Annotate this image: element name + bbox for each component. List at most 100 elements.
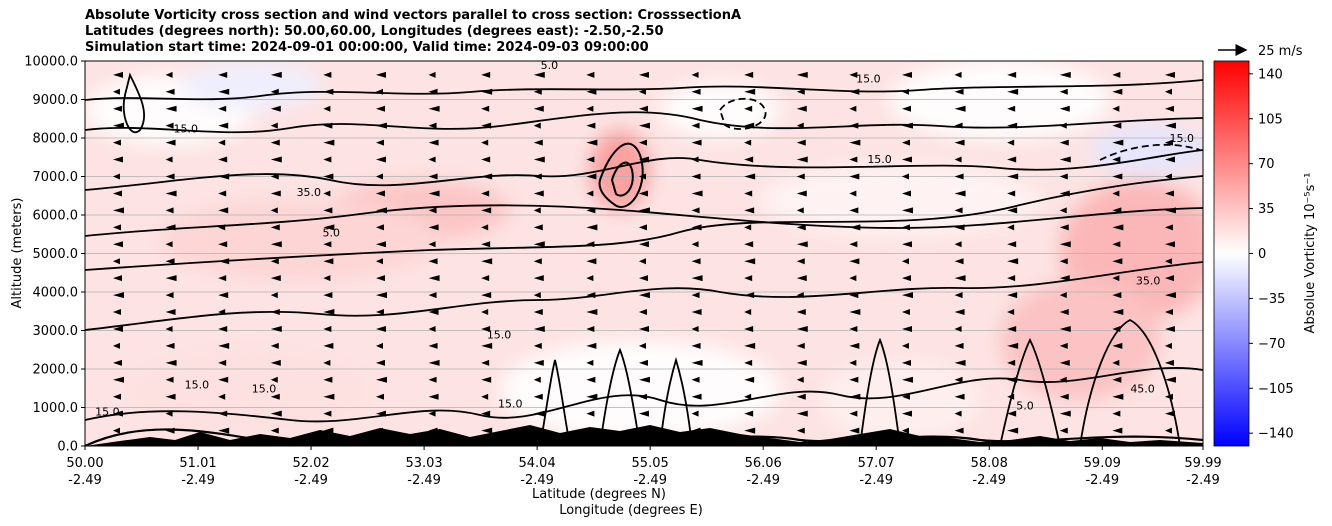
wind-vector [428, 309, 439, 316]
wind-vector [796, 190, 807, 197]
wind-vector [796, 342, 805, 349]
wind-vector [1059, 88, 1068, 95]
wind-vector [428, 393, 439, 400]
wind-vector [112, 156, 123, 163]
wind-vector [638, 88, 646, 95]
wind-vector [1059, 224, 1069, 231]
wind-vector [1164, 376, 1176, 383]
wind-vector [1007, 122, 1018, 129]
wind-vector [112, 258, 120, 265]
wind-vector [533, 122, 541, 129]
wind-vector [849, 393, 861, 400]
wind-vector [901, 410, 912, 417]
wind-vector [218, 309, 226, 316]
contour-label: 15.0 [173, 122, 198, 135]
wind-vector [744, 122, 755, 129]
wind-vector [901, 207, 913, 214]
wind-vector [270, 122, 278, 129]
wind-vector [375, 173, 383, 180]
wind-vector [165, 393, 176, 400]
wind-vector [323, 410, 332, 417]
wind-vector [218, 190, 227, 197]
y-tick-label: 4000.0 [33, 286, 79, 301]
wind-vector [796, 258, 805, 265]
wind-vector [375, 241, 386, 248]
wind-vector [796, 105, 807, 112]
wind-vector [1007, 71, 1017, 78]
wind-vector [112, 139, 121, 146]
contour-label: 15.0 [498, 398, 523, 411]
wind-vector [849, 376, 859, 383]
wind-vector [901, 359, 911, 366]
wind-vector [586, 241, 595, 248]
wind-vector [796, 139, 806, 146]
wind-vector [481, 275, 490, 282]
wind-vector [218, 71, 228, 78]
wind-vector [744, 224, 752, 231]
wind-vector [270, 342, 279, 349]
wind-vector [165, 410, 173, 417]
x-tick-label-lat: 57.07 [858, 456, 895, 471]
colorbar-gradient [1213, 60, 1250, 447]
wind-vector [270, 241, 282, 248]
wind-vector [165, 275, 177, 282]
wind-vector [428, 122, 437, 129]
wind-vector [218, 241, 228, 248]
wind-vector [323, 376, 333, 383]
wind-vector [1059, 173, 1068, 180]
wind-vector [849, 410, 858, 417]
chart-title-line-3: Simulation start time: 2024-09-01 00:00:… [85, 40, 649, 55]
wind-vector [1007, 190, 1016, 197]
wind-vector [1007, 359, 1016, 366]
wind-vector [533, 71, 545, 78]
wind-vector [1112, 258, 1123, 265]
x-tick-label-lon: -2.49 [1186, 473, 1220, 488]
wind-vector [796, 207, 804, 214]
wind-vector [165, 241, 173, 248]
wind-vector [481, 258, 493, 265]
wind-vector [691, 325, 699, 332]
wind-vector [744, 393, 752, 400]
wind-vector [481, 173, 493, 180]
wind-vector [796, 427, 805, 434]
wind-vector [1164, 309, 1173, 316]
wind-vector [428, 207, 437, 214]
wind-vector [796, 376, 804, 383]
wind-vector [165, 359, 177, 366]
quiver-key: 25 m/s [1218, 44, 1303, 59]
wind-vector [218, 376, 229, 383]
x-tick-label-lat: 51.01 [179, 456, 216, 471]
wind-vector [481, 207, 492, 214]
wind-vector [1164, 207, 1176, 214]
wind-vector [1059, 342, 1068, 349]
wind-vector [954, 376, 963, 383]
y-tick-label: 3000.0 [33, 324, 79, 339]
wind-vector [744, 427, 756, 434]
wind-vector [1007, 376, 1018, 383]
x-tick-label-lat: 55.05 [632, 456, 669, 471]
wind-vector [112, 292, 124, 299]
wind-vector [586, 342, 597, 349]
wind-vector [428, 275, 440, 282]
wind-vector [954, 71, 962, 78]
wind-vector [112, 342, 120, 349]
wind-vector [1059, 258, 1068, 265]
wind-vector [796, 292, 804, 299]
contour-label: 5.0 [1016, 400, 1034, 413]
wind-vector [796, 122, 804, 129]
wind-vector [638, 275, 648, 282]
wind-vector [638, 207, 650, 214]
wind-vector [901, 393, 910, 400]
wind-vector [533, 410, 545, 417]
wind-vector [691, 359, 703, 366]
y-tick-label: 0.0 [57, 440, 78, 455]
wind-vector [323, 173, 334, 180]
wind-vector [428, 190, 440, 197]
wind-vector [744, 275, 753, 282]
wind-vector [1164, 224, 1173, 231]
y-tick-label: 8000.0 [33, 132, 79, 147]
wind-vector [165, 71, 173, 78]
colorbar-tick-label: −35 [1258, 292, 1285, 307]
wind-vector [901, 258, 909, 265]
wind-vector [481, 292, 492, 299]
